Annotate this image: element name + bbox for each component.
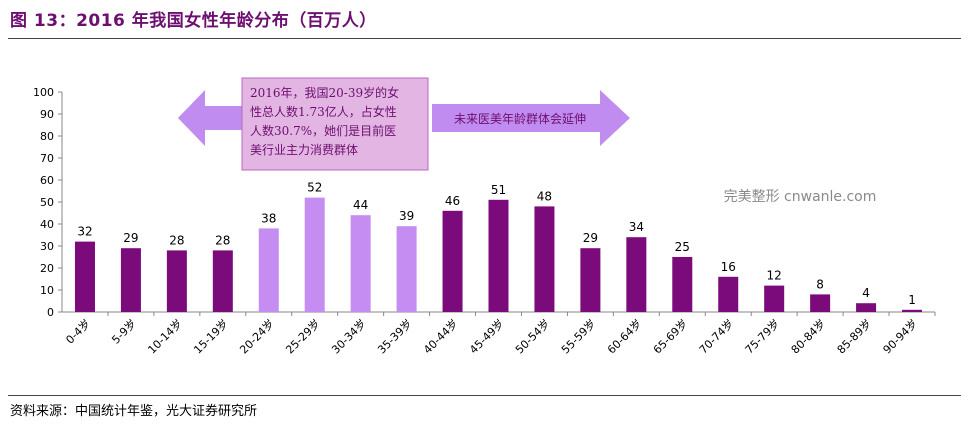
y-tick-label: 90 bbox=[40, 108, 54, 121]
bar bbox=[350, 215, 371, 312]
title-divider bbox=[8, 38, 961, 39]
bar bbox=[580, 248, 601, 312]
y-tick-label: 0 bbox=[47, 306, 54, 319]
data-label: 29 bbox=[123, 231, 138, 245]
x-tick-label: 75-79岁 bbox=[742, 316, 782, 356]
bar bbox=[672, 257, 693, 312]
bar bbox=[488, 199, 509, 312]
data-label: 38 bbox=[261, 211, 276, 225]
x-tick-label: 90-94岁 bbox=[880, 316, 920, 356]
x-tick-label: 0-4岁 bbox=[63, 316, 93, 346]
y-tick-label: 20 bbox=[40, 262, 54, 275]
data-label: 4 bbox=[862, 286, 870, 300]
x-tick-label: 55-59岁 bbox=[558, 316, 598, 356]
data-label: 29 bbox=[583, 231, 598, 245]
data-label: 16 bbox=[721, 260, 736, 274]
x-tick-label: 30-34岁 bbox=[328, 316, 368, 356]
x-tick-label: 35-39岁 bbox=[374, 316, 414, 356]
data-label: 34 bbox=[629, 220, 644, 234]
x-tick-label: 45-49岁 bbox=[466, 316, 506, 356]
bar bbox=[442, 210, 463, 312]
y-tick-label: 70 bbox=[40, 152, 54, 165]
data-label: 25 bbox=[675, 240, 690, 254]
bar bbox=[120, 248, 141, 312]
bar bbox=[534, 206, 555, 312]
bar bbox=[396, 226, 417, 312]
y-tick-label: 10 bbox=[40, 284, 54, 297]
source-note: 资料来源：中国统计年鉴，光大证券研究所 bbox=[10, 404, 258, 419]
x-tick-label: 85-89岁 bbox=[834, 316, 874, 356]
data-label: 1 bbox=[908, 293, 916, 307]
callout-text-line: 2016年，我国20-39岁的女 bbox=[250, 85, 399, 100]
data-label: 46 bbox=[445, 194, 460, 208]
y-tick-label: 80 bbox=[40, 130, 54, 143]
bar bbox=[856, 303, 877, 312]
left-arrow-icon bbox=[178, 90, 250, 146]
data-label: 39 bbox=[399, 209, 414, 223]
arrow-text: 未来医美年龄群体会延伸 bbox=[454, 112, 586, 126]
x-tick-label: 25-29岁 bbox=[283, 316, 323, 356]
right-arrow-icon bbox=[432, 90, 630, 146]
callout-text-line: 人数30.7%，她们是目前医 bbox=[250, 123, 396, 138]
bar bbox=[718, 276, 739, 312]
page-title: 图 13：2016 年我国女性年龄分布（百万人） bbox=[10, 11, 377, 31]
x-tick-label: 65-69岁 bbox=[650, 316, 690, 356]
bar bbox=[166, 250, 187, 312]
y-tick-label: 60 bbox=[40, 174, 54, 187]
y-tick-label: 40 bbox=[40, 218, 54, 231]
data-label: 28 bbox=[215, 233, 230, 247]
footer-divider bbox=[8, 395, 961, 396]
y-tick-label: 100 bbox=[33, 86, 54, 99]
data-label: 51 bbox=[491, 183, 506, 197]
x-tick-label: 60-64岁 bbox=[604, 316, 644, 356]
y-tick-label: 30 bbox=[40, 240, 54, 253]
x-tick-label: 15-19岁 bbox=[191, 316, 231, 356]
bar bbox=[626, 237, 647, 312]
callout-text-line: 性总人数1.73亿人，占女性 bbox=[250, 104, 397, 119]
x-tick-label: 5-9岁 bbox=[109, 316, 139, 346]
bar bbox=[902, 309, 923, 312]
data-label: 28 bbox=[169, 233, 184, 247]
bar bbox=[764, 285, 785, 312]
data-label: 32 bbox=[77, 225, 92, 239]
bar bbox=[212, 250, 233, 312]
bar bbox=[304, 197, 325, 312]
bar bbox=[810, 294, 831, 312]
x-tick-label: 10-14岁 bbox=[145, 316, 185, 356]
data-label: 12 bbox=[767, 269, 782, 283]
x-tick-label: 20-24岁 bbox=[237, 316, 277, 356]
x-tick-label: 40-44岁 bbox=[420, 316, 460, 356]
x-tick-label: 80-84岁 bbox=[788, 316, 828, 356]
data-label: 8 bbox=[816, 277, 824, 291]
y-tick-label: 50 bbox=[40, 196, 54, 209]
x-tick-label: 50-54岁 bbox=[512, 316, 552, 356]
bar bbox=[74, 241, 95, 312]
x-tick-label: 70-74岁 bbox=[696, 316, 736, 356]
bar bbox=[258, 228, 279, 312]
watermark: 完美整形 cnwanle.com bbox=[724, 189, 877, 205]
data-label: 48 bbox=[537, 189, 552, 203]
data-label: 52 bbox=[307, 181, 322, 195]
callout-text-line: 美行业主力消费群体 bbox=[250, 143, 358, 157]
callout-box bbox=[241, 77, 429, 171]
data-label: 44 bbox=[353, 198, 368, 212]
